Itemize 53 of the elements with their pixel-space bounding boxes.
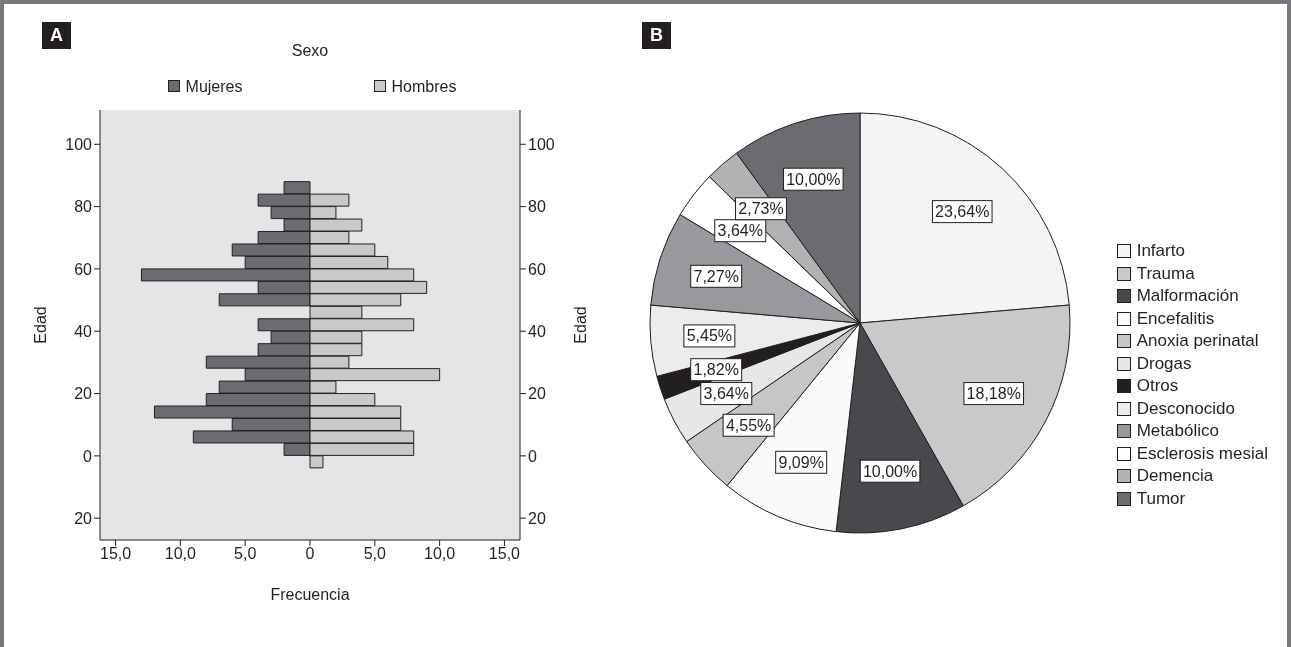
y2-tick-label: 20 <box>528 509 546 527</box>
data-label: 10,00% <box>862 462 918 480</box>
legend-label: Hombres <box>391 78 457 95</box>
y-tick-label: 40 <box>74 322 93 340</box>
y-tick-label: 20 <box>74 385 93 403</box>
data-label: 2,73% <box>738 200 784 218</box>
x-axis-title: Frecuencia <box>270 586 350 603</box>
y2-tick-label: 0 <box>528 447 537 465</box>
data-label: 10,00% <box>786 170 841 188</box>
data-label: 3,64% <box>703 385 749 403</box>
legend-label: Tumor <box>1136 487 1186 510</box>
x-tick-label: 5,0 <box>363 545 387 563</box>
chart-title: B <box>642 22 671 49</box>
y2-tick-label: 100 <box>528 135 555 153</box>
data-label: 23,64% <box>935 203 990 221</box>
y-tick-label: 60 <box>74 260 93 278</box>
y2-tick-label: 60 <box>528 260 546 278</box>
data-label: 3,64% <box>717 222 763 240</box>
legend-label: Mujeres <box>185 78 243 95</box>
data-label: 7,27% <box>693 267 739 285</box>
y-axis-title: Edad <box>31 306 49 344</box>
legend-label: Infarto <box>1136 240 1185 262</box>
y-tick-label: 100 <box>65 135 93 153</box>
data-label: 5,45% <box>686 327 733 345</box>
legend-label: Esclerosis mesial <box>1136 442 1268 465</box>
y-tick-label: 0 <box>83 447 93 465</box>
legend-label: Drogas <box>1136 352 1192 375</box>
x-tick-label: 5,0 <box>234 545 257 563</box>
legend-title: Sexo <box>290 42 330 60</box>
legend-label: Malformación <box>1136 285 1239 307</box>
legend-label: Encefalitis <box>1136 307 1215 330</box>
y2-tick-label: 20 <box>528 385 546 403</box>
y2-axis-title: Edad <box>571 306 589 344</box>
legend-label: Trauma <box>1136 262 1195 285</box>
x-tick-label: 0 <box>305 545 315 563</box>
x-tick-label: 10,0 <box>164 545 197 563</box>
y-tick-label: 20 <box>74 509 93 527</box>
data-label: 4,55% <box>725 416 772 434</box>
x-tick-label: 15,0 <box>488 545 521 563</box>
legend-label: Anoxia perinatal <box>1136 330 1259 352</box>
data-label: 1,82% <box>693 361 739 379</box>
chart-title: A <box>42 22 71 49</box>
data-label: 18,18% <box>966 385 1021 403</box>
x-tick-label: 10,0 <box>424 545 456 563</box>
legend-label: Desconocido <box>1136 397 1235 420</box>
y2-tick-label: 80 <box>528 198 546 216</box>
legend-label: Otros <box>1136 375 1179 397</box>
legend-label: Demencia <box>1136 465 1214 487</box>
x-tick-label: 15,0 <box>99 545 132 563</box>
y2-tick-label: 40 <box>528 322 546 340</box>
data-label: 9,09% <box>778 453 824 471</box>
legend-label: Metabólico <box>1136 420 1219 442</box>
y-tick-label: 80 <box>74 198 93 216</box>
